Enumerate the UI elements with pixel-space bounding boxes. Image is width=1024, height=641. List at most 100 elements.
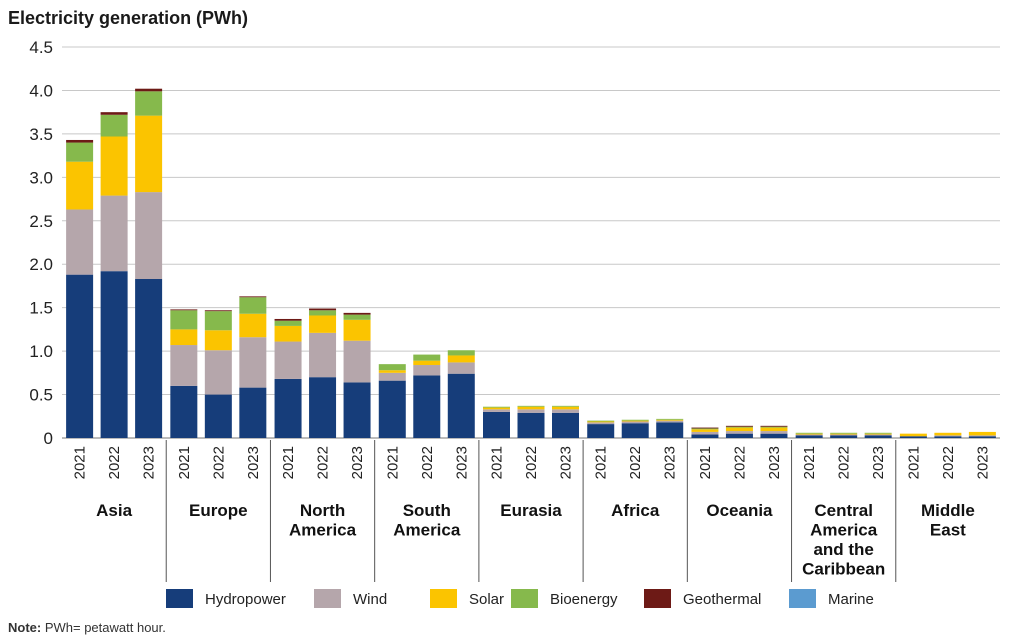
bar-segment: [795, 434, 823, 436]
bar-segment: [725, 427, 753, 432]
bars: [66, 88, 996, 438]
bar-segment: [587, 420, 615, 422]
x-tick-label: 2021: [905, 446, 922, 479]
bar-segment: [864, 435, 892, 438]
bar-segment: [343, 340, 371, 383]
bar-segment: [691, 428, 719, 430]
bar-segment: [100, 112, 128, 115]
legend-swatch: [314, 589, 341, 608]
region-label: Asia: [96, 501, 132, 520]
legend-swatch: [644, 589, 671, 608]
bar-segment: [483, 409, 510, 412]
bar-segment: [691, 434, 719, 438]
bar-segment: [795, 435, 823, 438]
x-tick-label: 2021: [697, 446, 714, 479]
bar-segment: [309, 310, 337, 316]
y-tick-label: 0.5: [29, 386, 53, 405]
legend-label: Bioenergy: [550, 591, 618, 608]
bar-segment: [899, 436, 927, 438]
x-tick-label: 2023: [766, 446, 783, 479]
bar-segment: [517, 405, 545, 407]
bar-segment: [725, 431, 753, 434]
y-tick-label: 3.0: [29, 168, 53, 187]
bar-segment: [274, 318, 302, 321]
y-tick-label: 3.5: [29, 125, 53, 144]
bar-segment: [899, 433, 927, 437]
bar-segment: [621, 419, 649, 421]
x-tick-label: 2023: [245, 446, 262, 479]
region-label: Middle East: [921, 501, 975, 540]
x-tick-label: 2022: [419, 446, 436, 479]
bar-segment: [656, 419, 684, 421]
bar-segment: [830, 435, 858, 438]
bar-segment: [413, 354, 441, 361]
bar-segment: [66, 209, 94, 275]
y-tick-label: 2.0: [29, 255, 53, 274]
x-tick-label: 2021: [489, 446, 506, 479]
x-tick-label: 2021: [593, 446, 610, 479]
bar-segment: [760, 431, 788, 434]
legend-label: Marine: [828, 591, 874, 608]
bar-segment: [309, 315, 337, 333]
bar-segment: [170, 329, 198, 346]
bar-segment: [552, 412, 579, 438]
bar-segment: [483, 406, 510, 408]
bar-segment: [447, 355, 475, 363]
legend-swatch: [430, 589, 457, 608]
bar-segment: [725, 426, 753, 428]
bar-segment: [552, 409, 579, 413]
bar-segment: [100, 136, 128, 196]
y-tick-label: 1.0: [29, 342, 53, 361]
bar-segment: [378, 364, 406, 371]
note-label: Note:: [8, 620, 41, 635]
bar-segment: [274, 341, 302, 379]
bar-segment: [656, 418, 684, 420]
bar-segment: [968, 435, 996, 437]
bar-segment: [760, 427, 788, 432]
x-tick-label: 2022: [836, 446, 853, 479]
bar-segment: [760, 425, 788, 427]
bar-segment: [135, 115, 163, 193]
bar-segment: [135, 88, 163, 92]
bar-segment: [100, 195, 128, 272]
bar-segment: [204, 311, 232, 331]
legend-label: Solar: [469, 591, 504, 608]
bar-segment: [864, 434, 892, 436]
legend-swatch: [511, 589, 538, 608]
bar-segment: [135, 91, 163, 116]
bar-segment: [204, 310, 232, 312]
y-tick-label: 4.5: [29, 38, 53, 57]
bar-segment: [725, 433, 753, 438]
bar-segment: [66, 274, 94, 438]
x-tick-label: 2023: [349, 446, 366, 479]
region-label: North America: [289, 501, 357, 540]
bar-segment: [66, 142, 94, 162]
y-tick-label: 2.5: [29, 212, 53, 231]
bar-segment: [447, 362, 475, 374]
bar-segment: [66, 139, 94, 143]
bar-segment: [100, 114, 128, 137]
bar-segment: [934, 436, 962, 438]
x-tick-label: 2023: [141, 446, 158, 479]
bar-segment: [100, 271, 128, 438]
x-tick-label: 2022: [315, 446, 332, 479]
legend-swatch: [789, 589, 816, 608]
bar-segment: [239, 387, 267, 438]
x-tick-label: 2023: [974, 446, 991, 479]
bar-segment: [621, 420, 649, 422]
bar-segment: [830, 434, 858, 436]
bar-segment: [691, 427, 719, 429]
bar-segment: [447, 373, 475, 438]
bar-segment: [691, 429, 719, 432]
bar-segment: [517, 412, 545, 438]
bar-segment: [587, 424, 615, 438]
y-tick-label: 4.0: [29, 81, 53, 100]
bar-segment: [760, 426, 788, 428]
bar-segment: [656, 420, 684, 423]
legend-label: Wind: [353, 591, 387, 608]
bar-segment: [135, 192, 163, 279]
region-label: Europe: [189, 501, 248, 520]
bar-segment: [343, 314, 371, 320]
legend: Hydropower Wind Solar Bioenergy Geothermal Ma…: [166, 589, 874, 608]
